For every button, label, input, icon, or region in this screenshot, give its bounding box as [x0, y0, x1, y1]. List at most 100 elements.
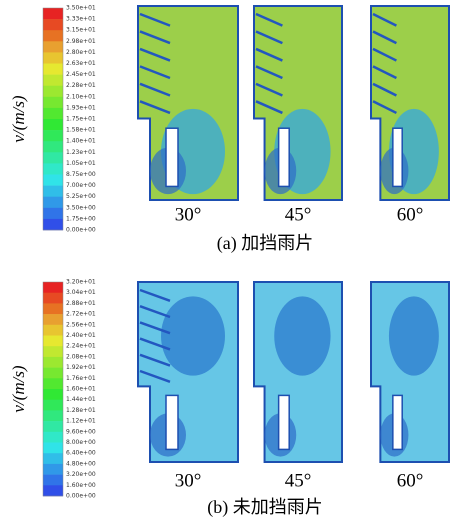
- colorbar-band: [43, 30, 63, 41]
- colorbar-band: [43, 293, 63, 304]
- colorbar-band: [43, 389, 63, 400]
- colorbar-band: [43, 8, 63, 19]
- colorbar-label: 2.72e+01: [66, 311, 96, 318]
- low-speed-zone: [274, 296, 330, 375]
- colorbar-label: 3.04e+01: [66, 289, 96, 296]
- colorbar-label: 2.80e+01: [66, 49, 96, 56]
- colorbar-band: [43, 336, 63, 347]
- colorbar-label: 3.33e+01: [66, 16, 96, 23]
- colorbar-label: 8.75e+00: [66, 171, 96, 178]
- colorbar-band: [43, 485, 63, 496]
- slot: [166, 128, 178, 186]
- colorbar-band: [43, 75, 63, 86]
- colorbar-band: [43, 141, 63, 152]
- colorbar-label: 3.50e+00: [66, 204, 96, 211]
- simulation-image: [371, 6, 449, 200]
- slot: [393, 395, 402, 449]
- colorbar-label: 1.28e+01: [66, 407, 96, 414]
- colorbar-band: [43, 108, 63, 119]
- simulation-image: [138, 6, 238, 200]
- colorbar-band: [43, 175, 63, 186]
- slot: [279, 395, 290, 449]
- colorbar-band: [43, 346, 63, 357]
- low-speed-zone: [161, 296, 225, 375]
- slot: [279, 128, 290, 186]
- colorbar-label: 2.56e+01: [66, 321, 96, 328]
- angle-label: 30°: [175, 470, 202, 491]
- colorbar-label: 0.00e+00: [66, 493, 96, 500]
- colorbar-band: [43, 325, 63, 336]
- colorbar-label: 8.00e+00: [66, 439, 96, 446]
- colorbar-label: 5.25e+00: [66, 193, 96, 200]
- colorbar-label: 3.15e+01: [66, 27, 96, 34]
- colorbar-band: [43, 163, 63, 174]
- colorbar-label: 1.60e+00: [66, 482, 96, 489]
- colorbar-label: 1.40e+01: [66, 138, 96, 145]
- colorbar-label: 1.05e+01: [66, 160, 96, 167]
- legend-title: v/(m/s): [9, 365, 28, 413]
- colorbar-label: 2.08e+01: [66, 353, 96, 360]
- colorbar-band: [43, 400, 63, 411]
- colorbar-band: [43, 41, 63, 52]
- colorbar-band: [43, 19, 63, 30]
- colorbar-band: [43, 410, 63, 421]
- simulation-image: [254, 6, 342, 200]
- colorbar-label: 2.10e+01: [66, 93, 96, 100]
- colorbar-label: 1.60e+01: [66, 386, 96, 393]
- colorbar-band: [43, 378, 63, 389]
- simulation-image: [138, 282, 238, 462]
- colorbar-band: [43, 464, 63, 475]
- colorbar-label: 1.92e+01: [66, 364, 96, 371]
- colorbar-label: 9.60e+00: [66, 428, 96, 435]
- colorbar-band: [43, 186, 63, 197]
- colorbar-label: 0.00e+00: [66, 227, 96, 234]
- colorbar-label: 7.00e+00: [66, 182, 96, 189]
- colorbar-label: 1.23e+01: [66, 149, 96, 156]
- low-speed-zone: [389, 296, 439, 375]
- colorbar-label: 1.44e+01: [66, 396, 96, 403]
- colorbar-band: [43, 303, 63, 314]
- simulation-image: [254, 282, 342, 462]
- colorbar-label: 1.93e+01: [66, 104, 96, 111]
- colorbar-band: [43, 197, 63, 208]
- colorbar-label: 2.98e+01: [66, 38, 96, 45]
- simulation-image: [371, 282, 449, 462]
- colorbar-label: 2.63e+01: [66, 60, 96, 67]
- slot: [166, 395, 178, 449]
- colorbar-label: 3.20e+01: [66, 279, 96, 286]
- colorbar-label: 2.24e+01: [66, 343, 96, 350]
- colorbar-band: [43, 432, 63, 443]
- colorbar-label: 1.12e+01: [66, 418, 96, 425]
- colorbar-label: 1.75e+00: [66, 215, 96, 222]
- colorbar-band: [43, 52, 63, 63]
- colorbar-band: [43, 368, 63, 379]
- angle-label: 60°: [397, 470, 424, 491]
- colorbar-band: [43, 219, 63, 230]
- colorbar-band: [43, 152, 63, 163]
- colorbar-label: 2.28e+01: [66, 82, 96, 89]
- angle-label: 60°: [397, 204, 424, 225]
- colorbar-band: [43, 64, 63, 75]
- colorbar-label: 2.40e+01: [66, 332, 96, 339]
- colorbar-band: [43, 86, 63, 97]
- colorbar-label: 4.80e+00: [66, 460, 96, 467]
- colorbar-band: [43, 130, 63, 141]
- angle-label: 45°: [285, 470, 312, 491]
- colorbar-band: [43, 314, 63, 325]
- colorbar-band: [43, 97, 63, 108]
- colorbar-band: [43, 443, 63, 454]
- colorbar-band: [43, 453, 63, 464]
- colorbar-label: 3.50e+01: [66, 5, 96, 12]
- angle-label: 30°: [175, 204, 202, 225]
- colorbar-band: [43, 357, 63, 368]
- slot: [393, 128, 402, 186]
- colorbar-label: 3.20e+00: [66, 471, 96, 478]
- caption: (a) 加挡雨片: [217, 233, 313, 254]
- colorbar-band: [43, 475, 63, 486]
- angle-label: 45°: [285, 204, 312, 225]
- colorbar-band: [43, 208, 63, 219]
- colorbar-label: 1.58e+01: [66, 127, 96, 134]
- figure: 3.50e+01 3.33e+01 3.15e+01 2.98e+01 2.80e+01…: [0, 0, 464, 523]
- colorbar-band: [43, 119, 63, 130]
- colorbar-band: [43, 282, 63, 293]
